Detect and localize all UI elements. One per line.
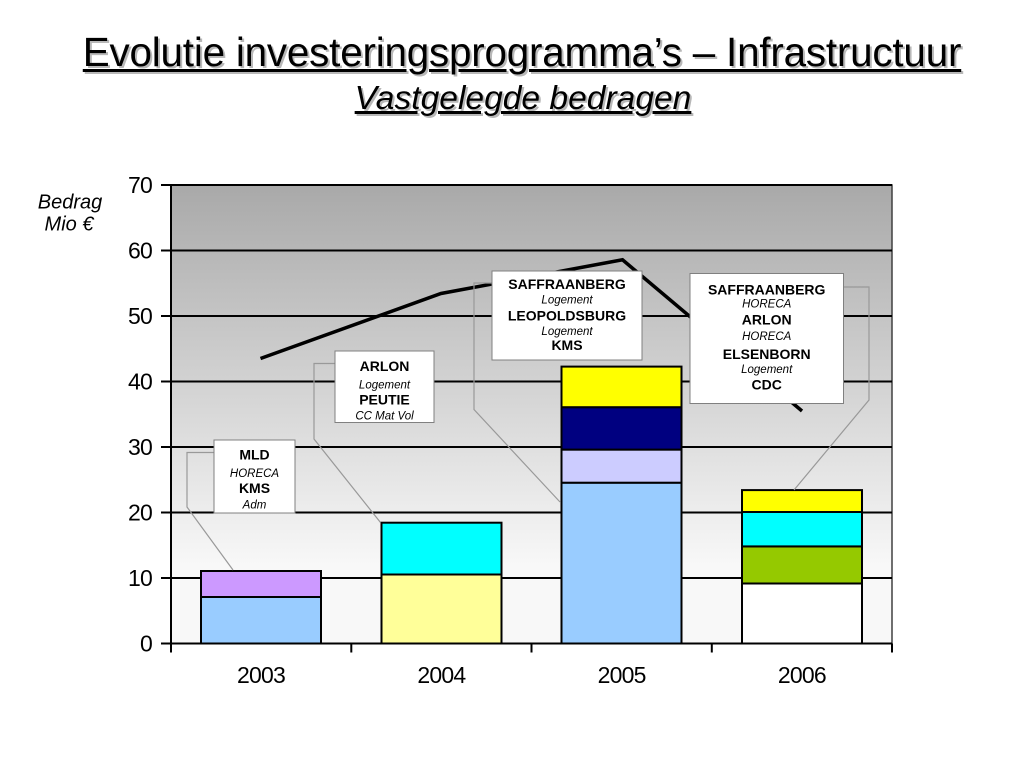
svg-text:Mio €: Mio €: [45, 214, 95, 236]
svg-text:Logement: Logement: [541, 326, 593, 338]
svg-text:40: 40: [128, 369, 152, 395]
svg-text:20: 20: [128, 500, 152, 526]
svg-text:Logement: Logement: [541, 295, 593, 307]
svg-text:LEOPOLDSBURG: LEOPOLDSBURG: [508, 308, 626, 324]
svg-text:KMS: KMS: [239, 480, 270, 496]
svg-text:CC Mat Vol: CC Mat Vol: [355, 411, 414, 423]
svg-text:HORECA: HORECA: [742, 331, 792, 343]
svg-text:2004: 2004: [417, 662, 466, 688]
svg-text:2006: 2006: [778, 662, 826, 688]
svg-text:HORECA: HORECA: [230, 468, 280, 480]
svg-text:ELSENBORN: ELSENBORN: [723, 346, 811, 362]
svg-text:Adm: Adm: [242, 500, 267, 512]
svg-text:70: 70: [128, 172, 152, 198]
svg-text:Bedrag: Bedrag: [38, 192, 103, 214]
svg-text:2005: 2005: [598, 662, 646, 688]
svg-text:HORECA: HORECA: [742, 299, 792, 311]
svg-text:KMS: KMS: [551, 337, 582, 353]
svg-text:PEUTIE: PEUTIE: [359, 392, 410, 408]
svg-text:60: 60: [128, 238, 152, 264]
svg-text:SAFFRAANBERG: SAFFRAANBERG: [508, 276, 626, 292]
svg-text:2003: 2003: [237, 662, 285, 688]
svg-text:ARLON: ARLON: [360, 358, 410, 374]
svg-text:10: 10: [128, 565, 152, 591]
svg-text:0: 0: [140, 631, 152, 657]
svg-text:MLD: MLD: [239, 447, 269, 463]
svg-text:Logement: Logement: [741, 364, 793, 376]
svg-text:CDC: CDC: [752, 377, 782, 393]
svg-text:30: 30: [128, 434, 152, 460]
svg-text:50: 50: [128, 303, 152, 329]
svg-text:SAFFRAANBERG: SAFFRAANBERG: [708, 282, 826, 298]
svg-text:Logement: Logement: [359, 380, 411, 392]
svg-text:ARLON: ARLON: [742, 312, 792, 328]
